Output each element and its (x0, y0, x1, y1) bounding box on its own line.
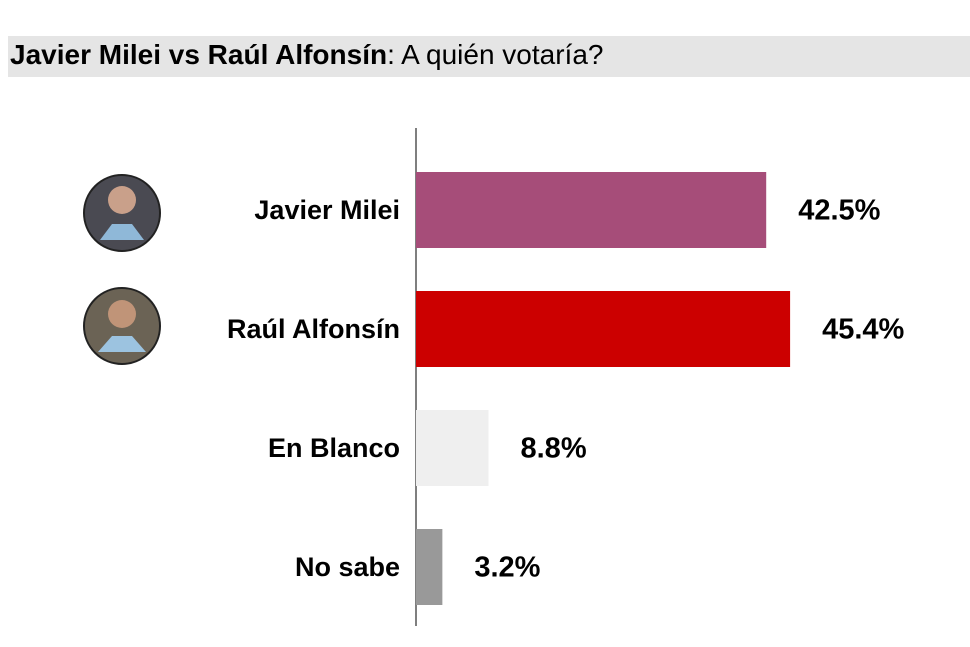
avatar (83, 174, 161, 252)
value-label: 42.5% (798, 195, 880, 227)
value-label: 45.4% (822, 314, 904, 346)
category-label: En Blanco (268, 433, 400, 463)
bar (416, 172, 767, 248)
category-label: No sabe (295, 552, 400, 582)
value-label: 8.8% (521, 433, 587, 465)
bar (416, 291, 791, 367)
bar (416, 529, 443, 605)
title-rest: : A quién votaría? (387, 39, 603, 70)
category-label: Javier Milei (254, 195, 400, 225)
title-band (8, 36, 970, 77)
category-label: Raúl Alfonsín (227, 314, 400, 344)
title-bold: Javier Milei vs Raúl Alfonsín (10, 39, 387, 70)
avatar (83, 287, 161, 365)
chart-title: Javier Milei vs Raúl Alfonsín: A quién v… (10, 39, 603, 70)
bar (416, 410, 489, 486)
value-label: 3.2% (474, 552, 540, 584)
